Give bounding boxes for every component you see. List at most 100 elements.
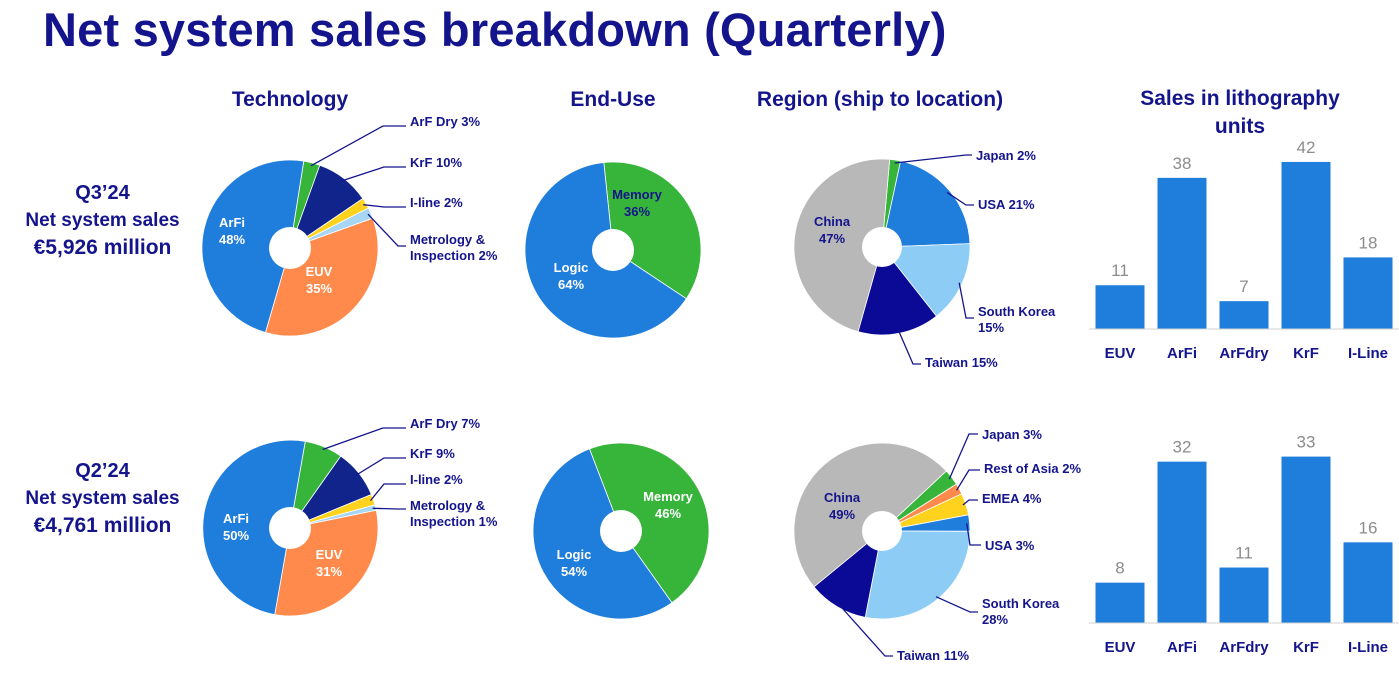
bar-value-label: 16 — [1359, 518, 1378, 537]
bar-value-label: 33 — [1297, 433, 1316, 452]
pie-q2-technology: ArF Dry 7% KrF 9% I-line 2% Metrology & Insp… — [202, 416, 498, 617]
bar-i-line — [1343, 542, 1393, 623]
slice-label-memory: Memory 46% — [643, 489, 694, 521]
slice-label-japan: Japan 3% — [982, 427, 1042, 442]
leader-line-arf-dry — [322, 427, 406, 451]
bar-value-label: 7 — [1239, 277, 1248, 296]
bar-category-label: I-Line — [1348, 639, 1388, 656]
pie-slice-arfi — [202, 439, 306, 616]
leader-line-usa — [966, 523, 981, 546]
slice-label-memory: Memory 36% — [612, 187, 663, 219]
bar-category-label: ArFi — [1167, 345, 1197, 362]
page-title: Net system sales breakdown (Quarterly) — [43, 3, 947, 56]
bar-category-label: ArFdry — [1219, 639, 1269, 656]
leader-line-south-korea — [958, 282, 974, 319]
pie-hole — [600, 510, 642, 552]
header-region: Region (ship to location) — [756, 88, 1004, 111]
bar-category-label: I-Line — [1348, 345, 1388, 362]
slice-label-rest-of-asia: Rest of Asia 2% — [984, 461, 1081, 476]
pie-slice-south-korea — [881, 243, 971, 317]
slice-label-south-korea: South Korea 28% — [982, 596, 1060, 627]
quarter-amount: €4,761 million — [33, 514, 172, 537]
bar-category-label: KrF — [1293, 639, 1319, 656]
header-litho-line2: units — [1214, 115, 1266, 138]
quarter-amount: €5,926 million — [33, 236, 172, 259]
bar-arfdry — [1219, 301, 1269, 329]
leader-line-metrology-inspection — [367, 213, 406, 247]
pie-slice-memory — [603, 161, 702, 300]
pie-slice-china — [793, 158, 891, 333]
slice-label-emea: EMEA 4% — [982, 491, 1042, 506]
bar-value-label: 38 — [1173, 154, 1192, 173]
header-litho-units: Sales in lithography units — [1090, 85, 1390, 141]
quarter-subtitle: Net system sales — [25, 210, 180, 231]
pie-hole — [269, 227, 311, 269]
pie-hole — [862, 511, 902, 551]
bar-category-label: ArFdry — [1219, 345, 1269, 362]
pie-slice-memory — [588, 442, 710, 604]
slice-label-arf-dry: ArF Dry 7% — [410, 416, 481, 431]
slice-label-arfi: ArFi 50% — [223, 511, 249, 543]
leader-line-emea — [962, 499, 978, 506]
slice-label-arfi: ArFi 48% — [219, 215, 245, 247]
bar-chart-q3-litho-units: 11 EUV 38 ArFi 7 ArFdry 42 KrF 18 I-Line — [1089, 138, 1399, 362]
pie-slice-arfi — [201, 159, 305, 334]
pie-q2-region: Japan 3% Rest of Asia 2% EMEA 4% USA 3% Sout… — [793, 427, 1081, 663]
bar-value-label: 32 — [1173, 438, 1192, 457]
slice-label-i-line: I-line 2% — [410, 195, 463, 210]
header-litho-line1: Sales in lithography — [1140, 87, 1340, 110]
bar-krf — [1281, 161, 1331, 329]
bar-value-label: 42 — [1297, 138, 1316, 157]
quarter-q2: Q2’24 Net system sales €4,761 million — [0, 458, 205, 539]
bar-arfi — [1157, 177, 1207, 329]
pie-q2-enduse: Memory 46% Logic 54% — [532, 442, 710, 620]
bar-category-label: EUV — [1105, 345, 1136, 362]
bar-category-label: EUV — [1105, 639, 1136, 656]
slice-label-taiwan: Taiwan 11% — [897, 648, 969, 663]
header-end-use: End-Use — [570, 88, 656, 111]
leader-line-arf-dry — [310, 125, 406, 167]
bar-euv — [1095, 582, 1145, 623]
slice-label-i-line: I-line 2% — [410, 472, 463, 487]
slice-label-usa: USA 21% — [978, 197, 1035, 212]
leader-line-krf — [341, 166, 406, 182]
pie-q3-technology: ArF Dry 3% KrF 10% I-line 2% Metrology & Ins… — [201, 114, 498, 337]
bar-arfi — [1157, 461, 1207, 623]
slice-label-metrology-inspection: Metrology & Inspection 1% — [410, 498, 498, 529]
quarter-label: Q2’24 — [75, 460, 130, 482]
slice-label-china: China 49% — [824, 490, 861, 522]
bar-value-label: 11 — [1235, 544, 1253, 563]
slice-label-euv: EUV 31% — [316, 547, 343, 579]
bar-euv — [1095, 285, 1145, 329]
leader-line-krf — [356, 457, 406, 476]
slice-label-krf: KrF 9% — [410, 446, 455, 461]
bar-category-label: ArFi — [1167, 639, 1197, 656]
bar-value-label: 8 — [1115, 559, 1124, 578]
pie-hole — [592, 229, 634, 271]
bar-chart-q2-litho-units: 8 EUV 32 ArFi 11 ArFdry 33 KrF 16 I-Line — [1089, 433, 1399, 656]
slice-label-south-korea: South Korea 15% — [978, 304, 1056, 335]
pie-hole — [269, 507, 311, 549]
leader-line-usa — [946, 191, 974, 206]
pie-q3-region: Japan 2% USA 21% South Korea 15% Taiwan 15% C… — [793, 148, 1056, 370]
quarter-label: Q3’24 — [75, 182, 130, 204]
bar-value-label: 18 — [1359, 233, 1378, 252]
leader-line-japan — [948, 433, 978, 480]
leader-line-japan — [894, 154, 972, 164]
leader-line-i-line — [369, 483, 406, 502]
leader-line-south-korea — [935, 596, 978, 613]
slice-label-krf: KrF 10% — [410, 155, 462, 170]
bar-value-label: 11 — [1111, 261, 1129, 280]
pie-hole — [862, 227, 902, 267]
leader-line-taiwan — [897, 330, 921, 365]
leader-line-rest-of-asia — [956, 469, 980, 491]
leader-line-metrology-inspection — [372, 507, 406, 510]
slice-label-logic: Logic 64% — [554, 260, 589, 292]
slice-label-japan: Japan 2% — [976, 148, 1036, 163]
slice-label-logic: Logic 54% — [557, 547, 592, 579]
header-technology: Technology — [231, 88, 349, 111]
pie-q3-enduse: Memory 36% Logic 64% — [524, 161, 702, 339]
leader-line-i-line — [363, 204, 406, 208]
slice-label-arf-dry: ArF Dry 3% — [410, 114, 481, 129]
bar-krf — [1281, 456, 1331, 623]
